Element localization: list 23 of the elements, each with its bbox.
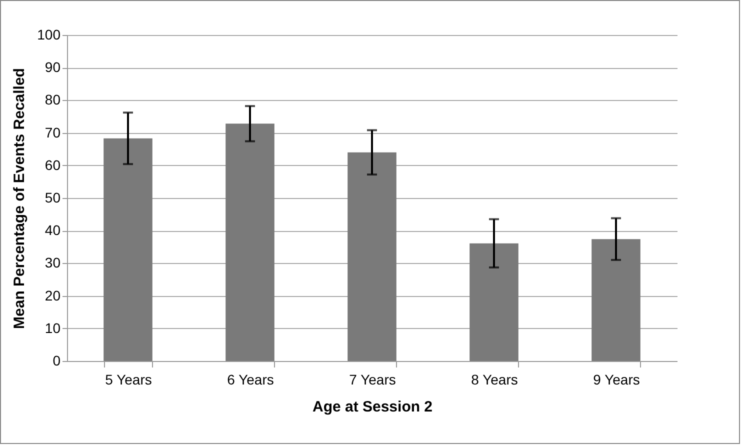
y-tick-label: 20 bbox=[44, 287, 61, 304]
bar bbox=[104, 138, 152, 361]
y-tick-label: 30 bbox=[44, 254, 61, 271]
y-tick-label: 70 bbox=[44, 124, 61, 140]
bar bbox=[226, 124, 274, 361]
y-tick-label: 100 bbox=[37, 26, 61, 42]
x-tick-label: 7 Years bbox=[349, 372, 396, 388]
y-tick-label: 50 bbox=[44, 190, 61, 206]
y-tick-label: 10 bbox=[44, 320, 61, 336]
x-tick-label: 9 Years bbox=[593, 372, 640, 388]
x-axis-title: Age at Session 2 bbox=[312, 398, 433, 416]
y-tick-label: 0 bbox=[52, 352, 61, 368]
bar bbox=[348, 152, 396, 361]
y-tick-label: 80 bbox=[44, 92, 61, 108]
x-tick-label: 5 Years bbox=[105, 372, 152, 388]
bar bbox=[592, 239, 640, 361]
x-tick-label: 6 Years bbox=[227, 372, 274, 388]
y-tick-label: 90 bbox=[44, 59, 61, 76]
y-tick-label: 40 bbox=[44, 222, 61, 238]
bar bbox=[470, 243, 518, 361]
y-tick-label: 60 bbox=[44, 156, 61, 173]
y-axis-title: Mean Percentage of Events Recalled bbox=[11, 68, 28, 329]
x-tick-label: 8 Years bbox=[471, 372, 518, 388]
